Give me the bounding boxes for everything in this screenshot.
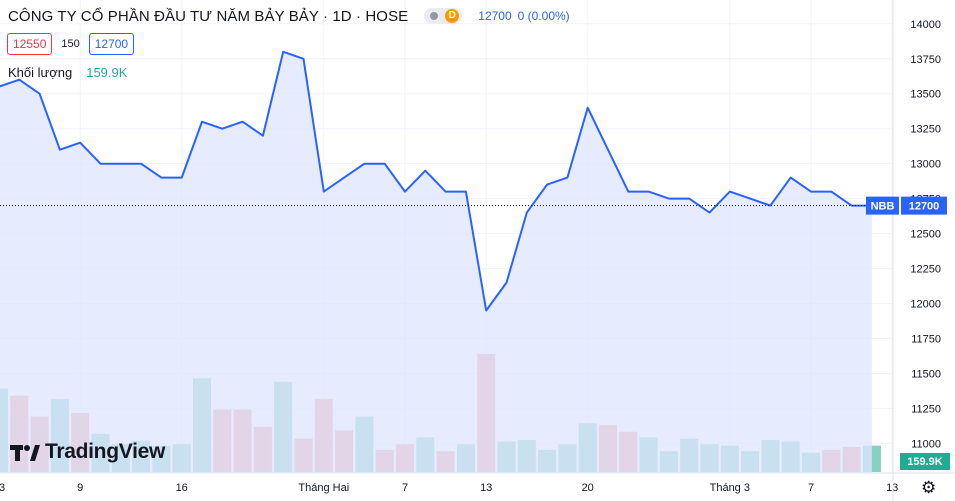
y-tick-label: 11500 <box>911 368 941 380</box>
volume-legend[interactable]: Khối lượng 159.9K <box>8 65 127 80</box>
price-change: 0 (0.00%) <box>517 9 570 23</box>
x-tick-label: 16 <box>176 482 188 494</box>
y-tick-label: 14000 <box>910 19 941 31</box>
brand-name: TradingView <box>45 440 166 463</box>
last-price: 12700 <box>478 9 512 23</box>
symbol-tag-bg <box>866 196 899 215</box>
y-tick-label: 12000 <box>910 299 941 311</box>
symbol-tag: NBB <box>871 201 895 213</box>
y-tick-label: 11250 <box>911 403 941 415</box>
price-tag-bg <box>901 196 947 215</box>
y-tick-label: 11000 <box>911 438 941 450</box>
y-tick-label: 13000 <box>910 159 941 171</box>
y-tick-label: 12250 <box>910 264 941 276</box>
chart-header: CÔNG TY CỔ PHẦN ĐẦU TƯ NĂM BẢY BẢY · 1D … <box>8 6 570 26</box>
symbol-title: CÔNG TY CỔ PHẦN ĐẦU TƯ NĂM BẢY BẢY · 1D … <box>8 7 409 25</box>
x-tick-label: 13 <box>886 482 898 494</box>
x-tick-label: 13 <box>480 482 492 494</box>
tradingview-logo[interactable]: TradingView <box>10 440 165 464</box>
volume-tag-bg <box>900 453 950 470</box>
bid-price-box[interactable]: 12550 <box>7 33 53 55</box>
x-tick-label: 9 <box>77 482 83 494</box>
x-tick-label: 7 <box>402 482 408 494</box>
x-tick-label: 7 <box>808 482 814 494</box>
ask-price-box[interactable]: 12700 <box>88 33 135 55</box>
y-tick-label: 13250 <box>910 124 941 136</box>
spread-value: 150 <box>61 38 80 50</box>
tradingview-icon <box>10 445 40 461</box>
delayed-badge: D <box>445 9 460 23</box>
price-line <box>0 50 872 312</box>
x-tick-label: 23 <box>0 482 5 494</box>
status-dot-icon <box>430 12 439 20</box>
x-tick-label: Tháng Hai <box>298 482 349 494</box>
price-area-fill <box>0 51 872 473</box>
settings-gear-icon[interactable]: ⚙ <box>921 478 937 497</box>
market-status-toggle[interactable]: D <box>424 8 463 24</box>
volume-legend-label: Khối lượng <box>8 65 73 80</box>
x-tick-label: 20 <box>582 482 594 494</box>
quote-row: 12550 150 12700 <box>7 33 135 55</box>
volume-tag: 159.9K <box>907 456 943 468</box>
y-tick-label: 12500 <box>910 229 941 241</box>
y-tick-label: 11750 <box>911 334 941 346</box>
volume-legend-value: 159.9K <box>86 65 128 80</box>
price-tag: 12700 <box>909 201 940 213</box>
x-tick-label: Tháng 3 <box>710 482 750 494</box>
y-tick-label: 13750 <box>910 54 941 66</box>
y-tick-label: 13500 <box>910 89 941 101</box>
